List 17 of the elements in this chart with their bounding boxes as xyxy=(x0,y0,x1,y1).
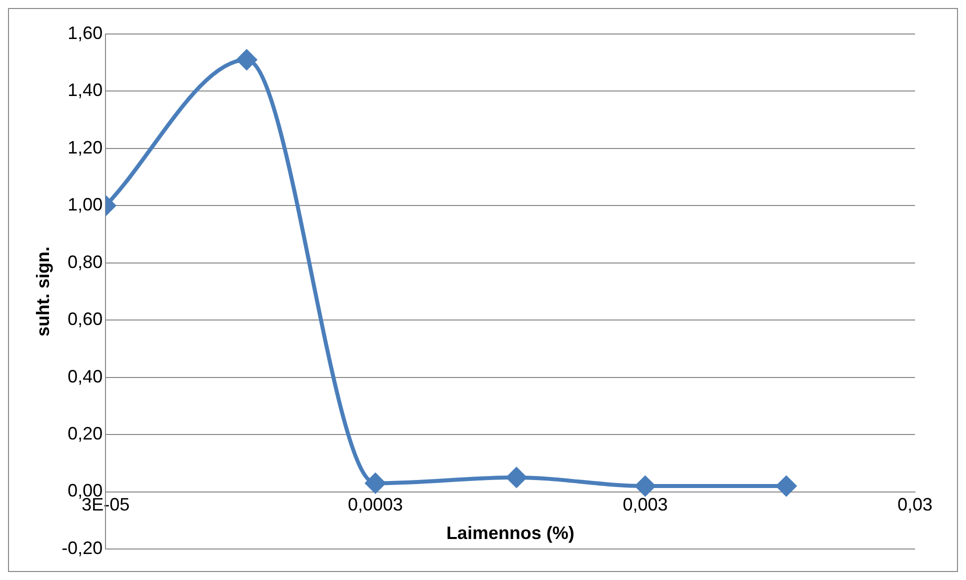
y-tick-label: 0,40 xyxy=(68,366,103,386)
y-tick-label: 1,40 xyxy=(68,80,103,100)
x-axis-title: Laimennos (%) xyxy=(446,523,574,544)
x-tick-label: 0,003 xyxy=(622,494,668,515)
point xyxy=(236,50,257,70)
x-tick-label: 0,03 xyxy=(897,494,933,515)
x-tick-label: 0,0003 xyxy=(348,494,403,515)
point xyxy=(776,476,796,496)
y-tick-label: -0,20 xyxy=(62,538,103,558)
y-tick-label: 0,20 xyxy=(68,424,103,444)
y-tick-label: 1,60 xyxy=(68,22,103,43)
y-tick-label: 0,80 xyxy=(68,252,103,272)
y-tick-label: 1,00 xyxy=(68,194,103,215)
y-axis-title: suht. sign. xyxy=(32,246,53,336)
y-tick-label: 0,60 xyxy=(68,309,103,330)
point xyxy=(506,467,526,488)
y-tick-label: 1,20 xyxy=(68,137,103,158)
